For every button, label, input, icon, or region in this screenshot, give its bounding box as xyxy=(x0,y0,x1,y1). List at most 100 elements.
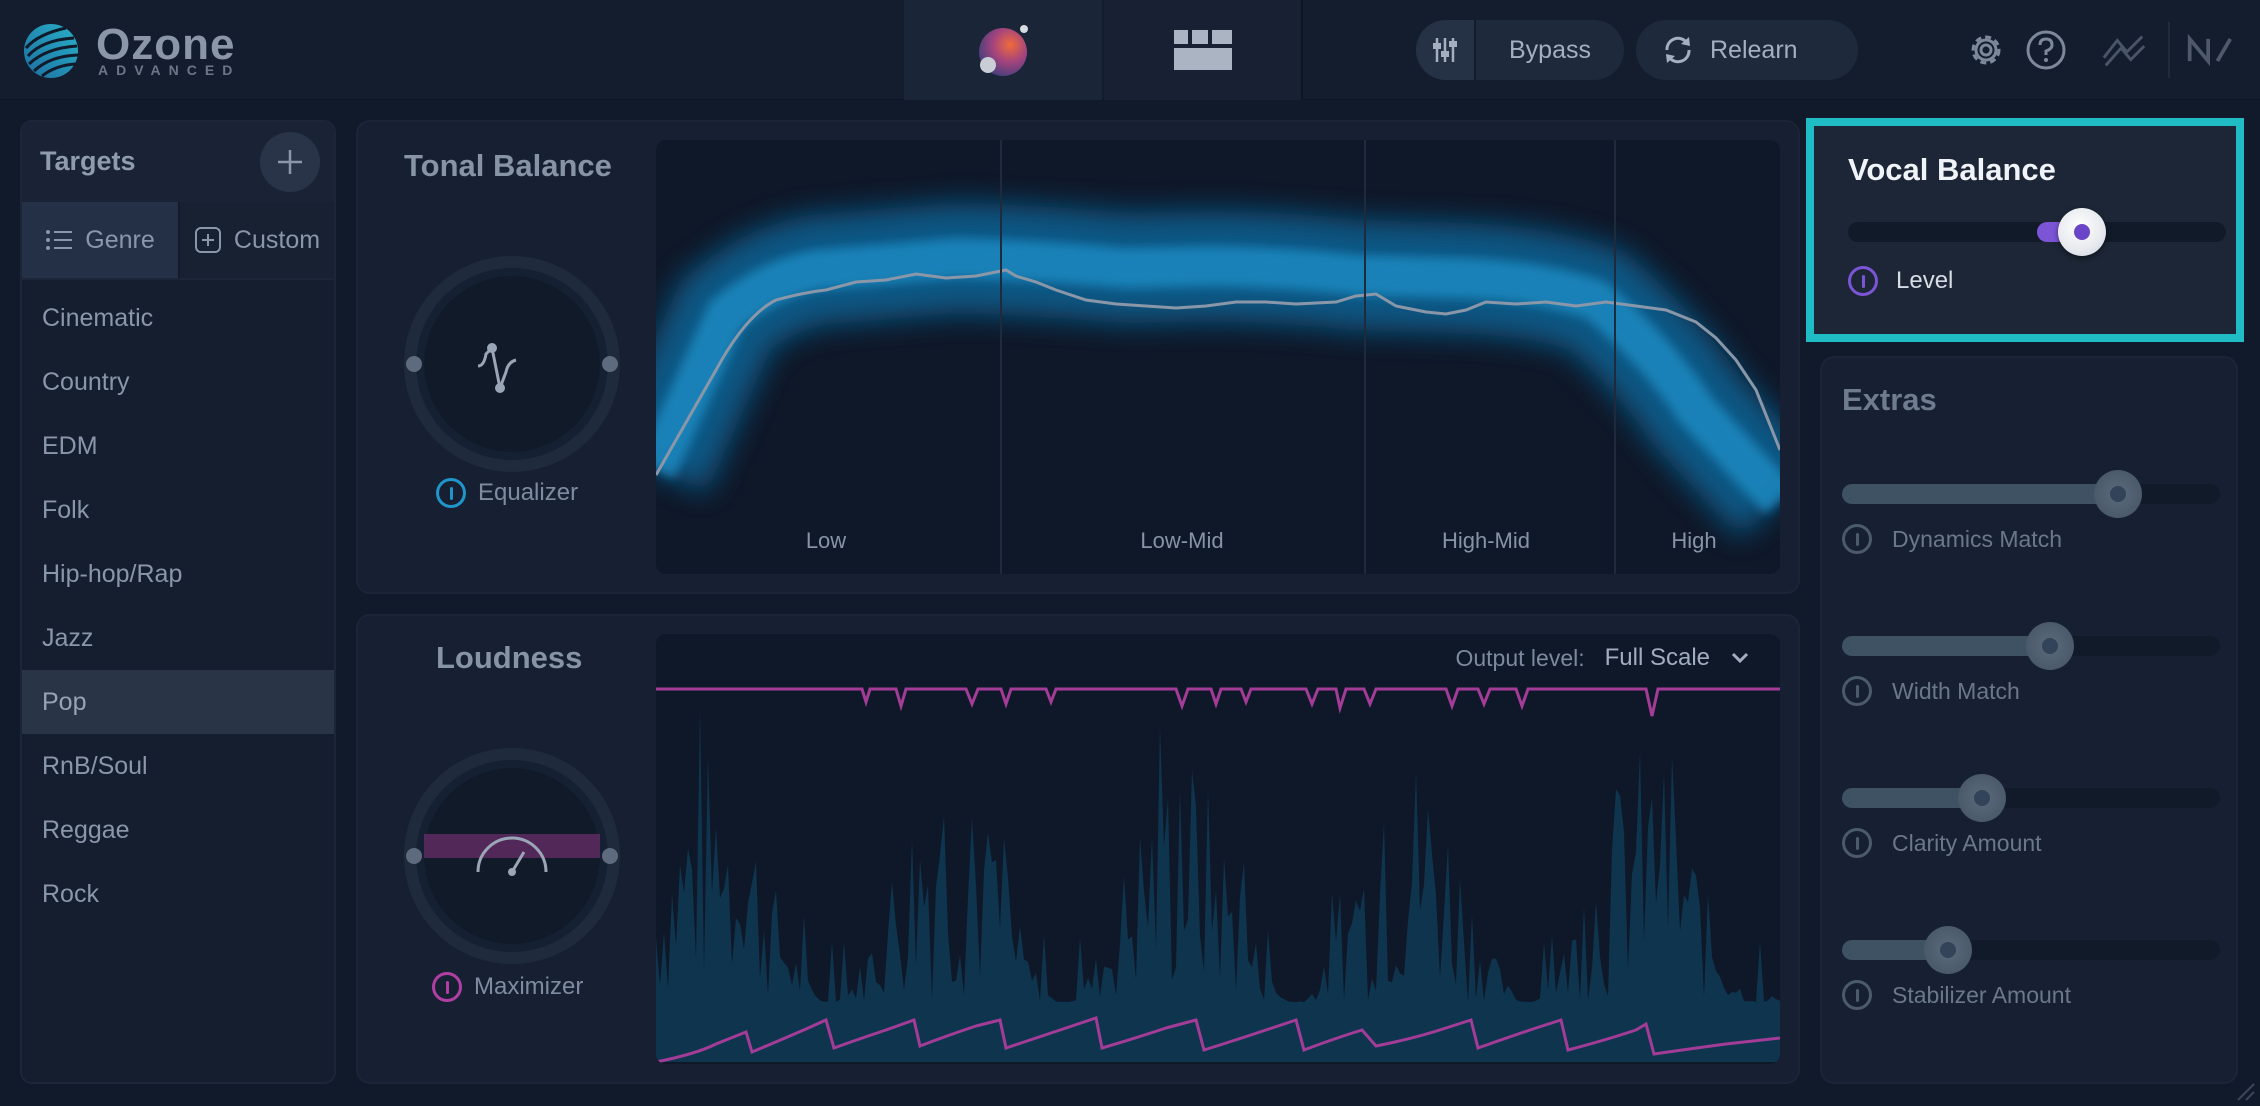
vocal-power-icon xyxy=(1848,266,1878,296)
clarity-amount-slider[interactable]: Clarity Amount xyxy=(1842,768,2220,868)
clarity-amount-thumb[interactable] xyxy=(1957,774,2006,822)
vocal-level-label: Level xyxy=(1896,267,1954,294)
signal-chain-button[interactable] xyxy=(2100,26,2148,74)
genre-item-rock[interactable]: Rock xyxy=(42,880,99,908)
genre-item-edm[interactable]: EDM xyxy=(42,432,98,460)
band-label-high: High xyxy=(1671,528,1717,553)
equalizer-module-toggle[interactable]: Equalizer xyxy=(436,478,578,508)
genre-item-rnb-soul[interactable]: RnB/Soul xyxy=(42,752,148,780)
width-match-fill xyxy=(1842,636,2050,656)
tonal-balance-title: Tonal Balance xyxy=(404,148,612,183)
equalizer-knob-graphic xyxy=(404,256,620,472)
relearn-icon xyxy=(1665,36,1691,64)
band-label-low-mid: Low-Mid xyxy=(1140,528,1224,553)
chevron-down-icon[interactable] xyxy=(1730,651,1750,665)
maximizer-power-icon xyxy=(432,972,462,1002)
width-match-slider[interactable]: Width Match xyxy=(1842,616,2220,716)
output-level-dropdown[interactable]: Full Scale xyxy=(1604,644,1710,671)
maximizer-label: Maximizer xyxy=(474,973,584,1000)
maximizer-module-toggle[interactable]: Maximizer xyxy=(432,972,583,1002)
equalizer-label: Equalizer xyxy=(478,479,579,506)
plus-icon xyxy=(278,150,302,174)
add-square-icon xyxy=(194,227,221,253)
genre-item-reggae[interactable]: Reggae xyxy=(42,816,130,844)
stabilizer-amount-slider[interactable]: Stabilizer Amount xyxy=(1842,920,2220,1020)
tab-genre[interactable]: Genre xyxy=(22,202,178,278)
vocal-balance-title: Vocal Balance xyxy=(1848,152,2056,187)
ozone-logo: Ozone ADVANCED xyxy=(22,20,236,80)
assistant-view-tab[interactable] xyxy=(904,0,1102,100)
loudness-waveform xyxy=(656,687,1780,1064)
equalizer-knob[interactable] xyxy=(402,254,622,474)
power-icon xyxy=(1842,828,1872,858)
help-button[interactable] xyxy=(2022,26,2070,74)
settings-button[interactable] xyxy=(1962,26,2010,74)
stabilizer-amount-toggle[interactable]: Stabilizer Amount xyxy=(1842,980,2071,1010)
targets-title: Targets xyxy=(40,146,136,176)
settings-gear-icon xyxy=(1971,35,2001,65)
power-icon xyxy=(1842,980,1872,1010)
app-name: Ozone xyxy=(96,20,236,69)
output-level-control: Output level: Full Scale xyxy=(1455,644,1750,672)
width-match-thumb[interactable] xyxy=(2025,622,2074,670)
mixer-icon xyxy=(1433,38,1457,62)
tab-divider xyxy=(1301,0,1303,100)
modules-view-tab[interactable] xyxy=(1104,0,1302,100)
genre-item-pop[interactable]: Pop xyxy=(22,670,334,734)
help-icon xyxy=(2026,30,2066,70)
master-assistant-icon xyxy=(979,25,1028,76)
vocal-level-toggle[interactable]: Level xyxy=(1848,266,1953,296)
width-match-label: Width Match xyxy=(1892,677,2020,704)
header-separator xyxy=(2168,22,2170,78)
add-target-button[interactable] xyxy=(260,132,320,192)
band-divider xyxy=(1364,140,1366,574)
tonal-balance-curve xyxy=(656,202,1780,538)
stabilizer-amount-fill xyxy=(1842,940,1948,960)
width-match-toggle[interactable]: Width Match xyxy=(1842,676,2020,706)
genre-item-cinematic[interactable]: Cinematic xyxy=(42,304,154,332)
band-label-high-mid: High-Mid xyxy=(1441,528,1531,553)
band-divider xyxy=(1614,140,1616,574)
dynamics-match-slider[interactable]: Dynamics Match xyxy=(1842,464,2220,564)
tab-genre-label: Genre xyxy=(85,225,155,254)
top-bar: Ozone ADVANCED xyxy=(0,0,2260,100)
stabilizer-amount-thumb[interactable] xyxy=(1923,926,1972,974)
dynamics-match-fill xyxy=(1842,484,2118,504)
maximizer-knob-graphic xyxy=(404,748,620,964)
relearn-button[interactable]: Relearn xyxy=(1636,20,1858,80)
loudness-graph[interactable]: Output level: Full Scale xyxy=(656,634,1780,1064)
bypass-control: Bypass xyxy=(1416,20,1624,80)
clarity-amount-toggle[interactable]: Clarity Amount xyxy=(1842,828,2042,858)
dynamics-match-thumb[interactable] xyxy=(2093,470,2142,518)
ozone-logo-icon xyxy=(24,24,79,78)
target-type-tabs: Genre Custom xyxy=(22,202,334,280)
genre-item-hiphop-rap[interactable]: Hip-hop/Rap xyxy=(42,560,183,588)
genre-item-jazz[interactable]: Jazz xyxy=(42,624,94,652)
genre-item-folk[interactable]: Folk xyxy=(42,496,90,524)
equalizer-power-icon xyxy=(436,478,466,508)
vocal-balance-panel: Vocal Balance Level xyxy=(1806,118,2244,342)
clarity-amount-label: Clarity Amount xyxy=(1892,829,2042,856)
relearn-label: Relearn xyxy=(1710,35,1798,64)
power-icon xyxy=(1842,676,1872,706)
native-instruments-logo[interactable] xyxy=(2186,26,2234,74)
extras-panel: Extras Dynamics Match Width Match Clarit… xyxy=(1820,356,2238,1084)
vocal-level-thumb[interactable] xyxy=(2058,208,2107,256)
bypass-button[interactable]: Bypass xyxy=(1509,35,1591,64)
tab-custom[interactable]: Custom xyxy=(178,202,334,278)
genre-item-country[interactable]: Country xyxy=(42,368,130,396)
targets-header: Targets xyxy=(22,122,334,202)
vocal-level-slider[interactable] xyxy=(1848,208,2226,256)
stabilizer-amount-label: Stabilizer Amount xyxy=(1892,981,2071,1008)
output-level-label: Output level: xyxy=(1455,644,1585,671)
list-icon xyxy=(46,230,73,250)
band-divider xyxy=(1000,140,1002,574)
ni-logo-icon xyxy=(2187,34,2232,66)
maximizer-knob[interactable] xyxy=(402,746,622,966)
dynamics-match-toggle[interactable]: Dynamics Match xyxy=(1842,524,2062,554)
tonal-balance-graph[interactable]: Low Low-Mid High-Mid High xyxy=(656,140,1780,574)
power-icon xyxy=(1842,524,1872,554)
tab-custom-label: Custom xyxy=(233,225,321,254)
resize-grip-icon[interactable] xyxy=(2234,1080,2256,1102)
mixer-button[interactable] xyxy=(1416,20,1476,80)
